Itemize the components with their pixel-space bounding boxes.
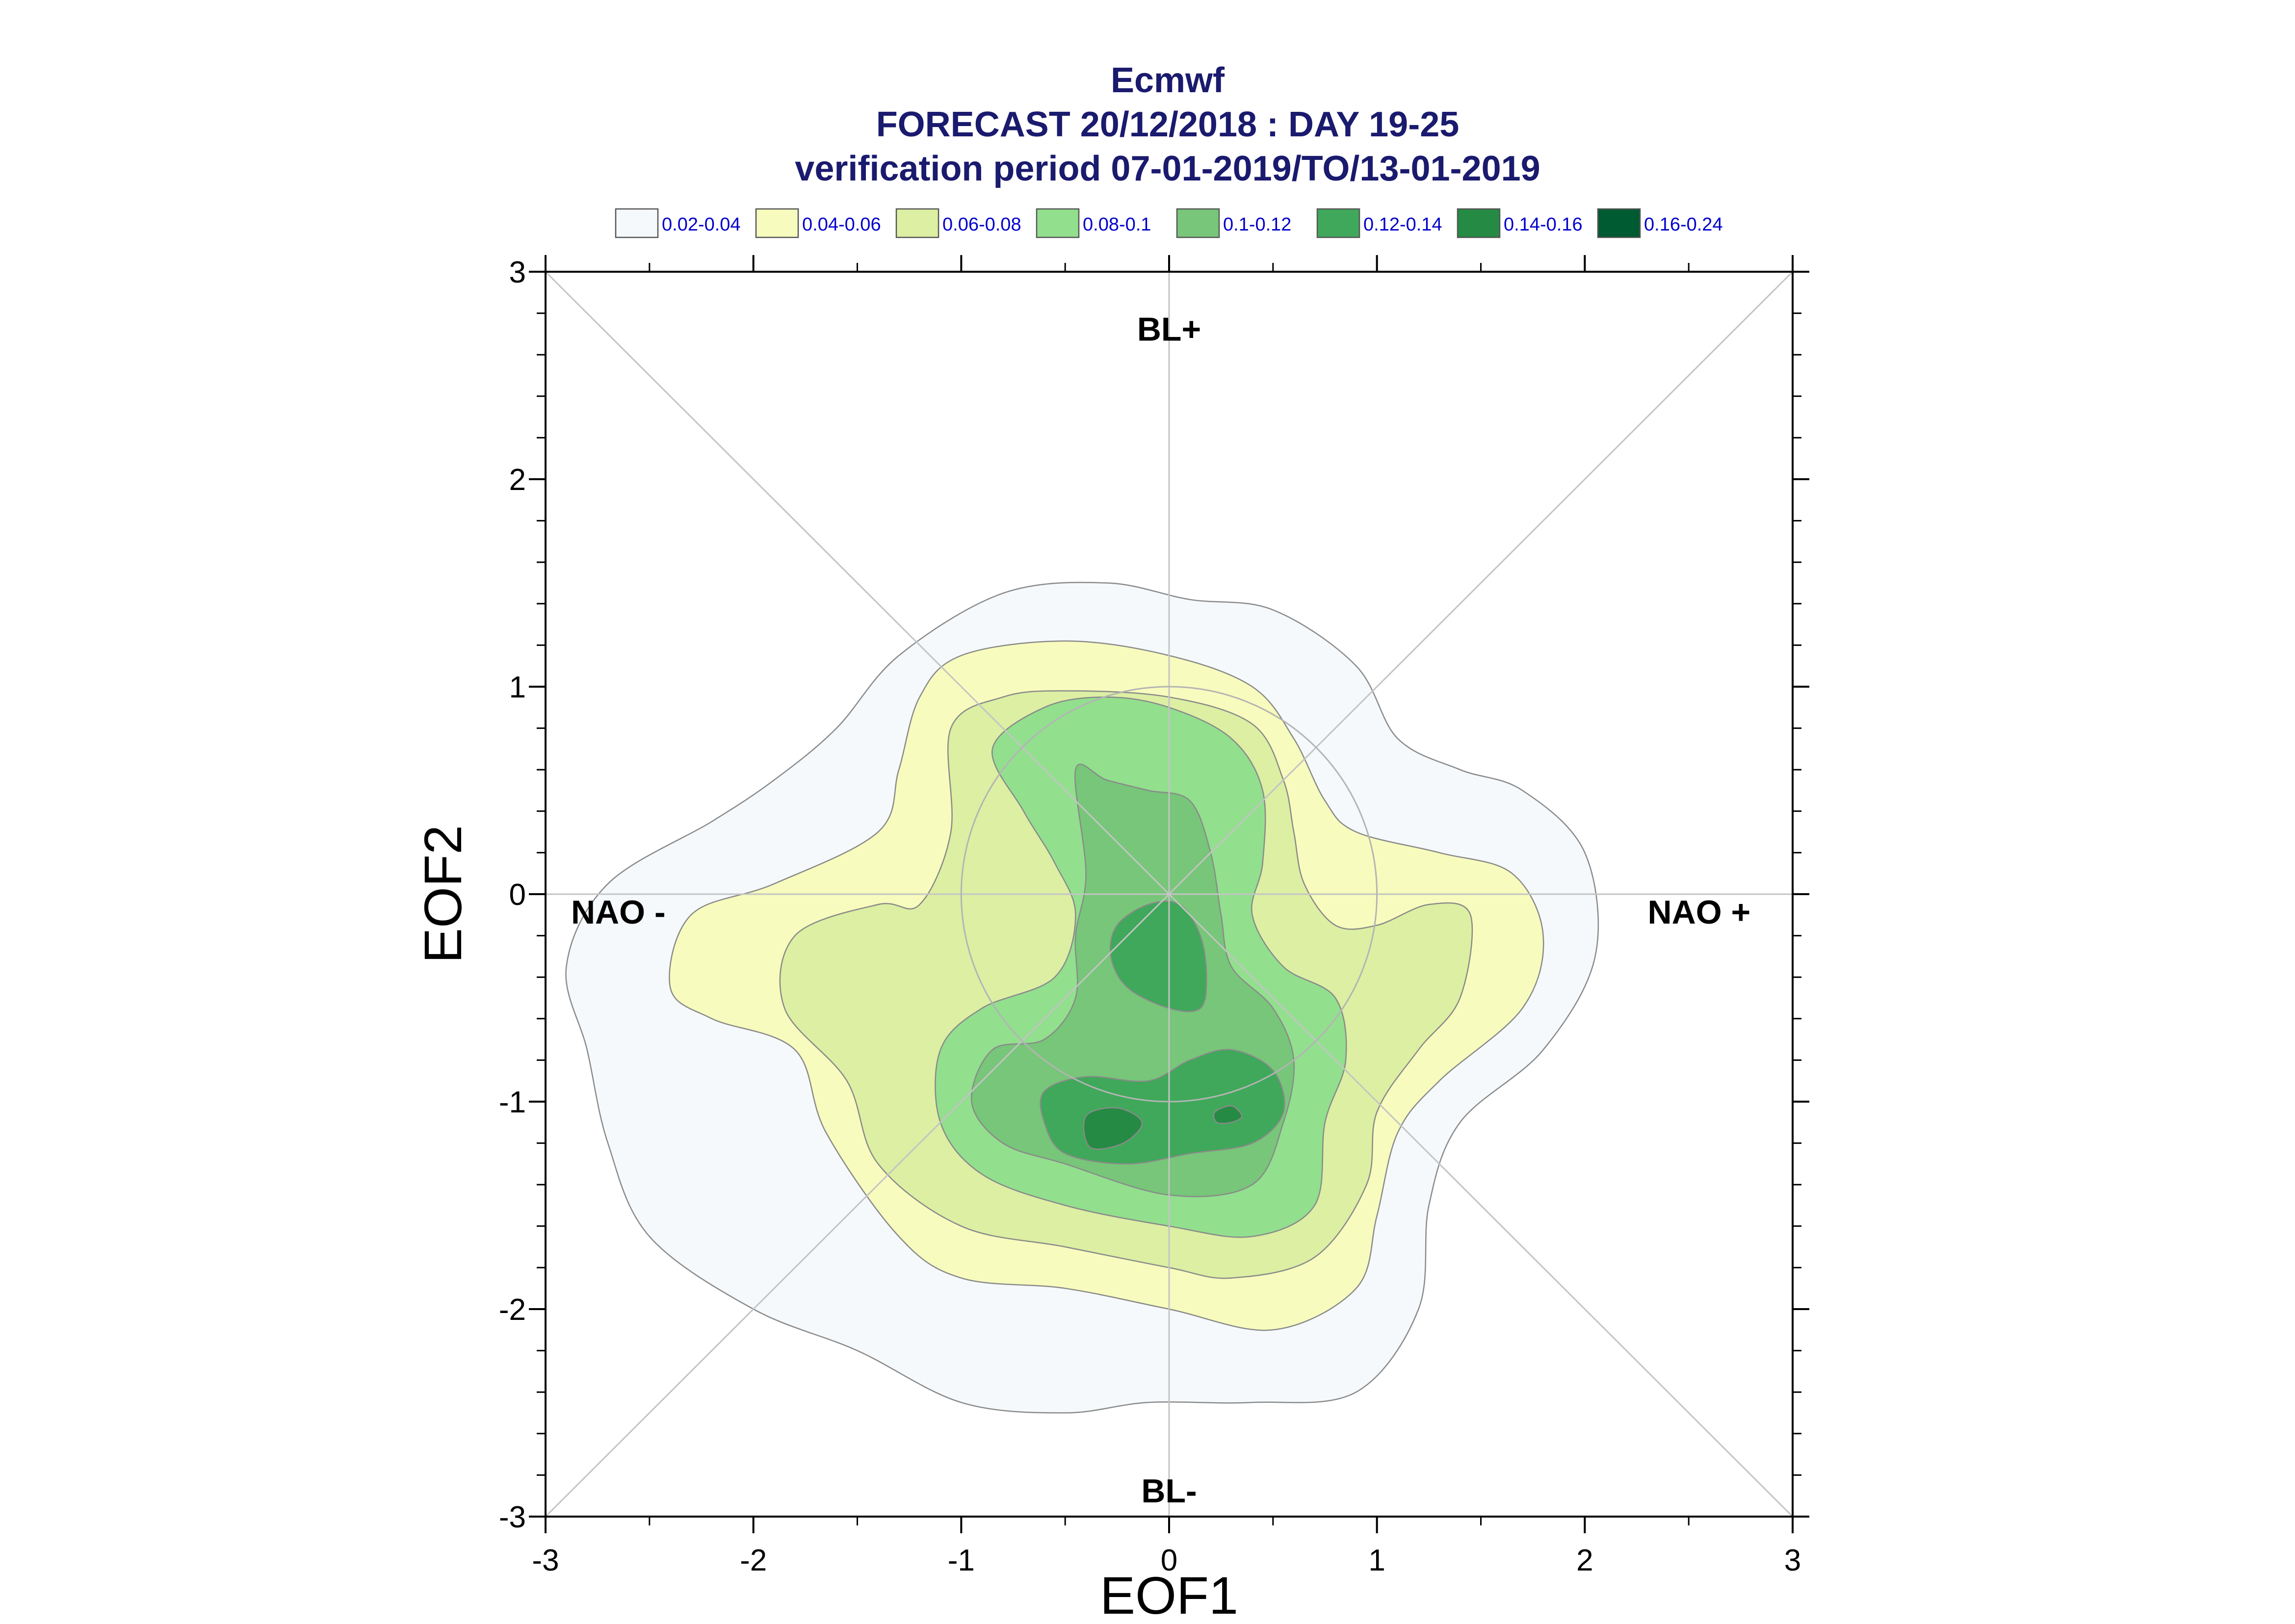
legend-swatch [1036,208,1080,238]
legend-swatch [1597,208,1641,238]
x-tick-label: 1 [1368,1544,1385,1577]
plot-area: BL+ BL- NAO - NAO + -3 -2 -1 0 1 2 3 -3 -2 -1 0 1 2 3 [499,255,1809,1577]
chart-title: Ecmwf [1111,61,1225,100]
x-tick-label: 2 [1576,1544,1593,1577]
regime-labels: BL+ BL- NAO - NAO + [571,310,1750,1510]
chart-subtitle: FORECAST 20/12/2018 : DAY 19-25 [876,105,1460,144]
y-axis-title: EOF2 [413,825,472,963]
y-tick-label: 1 [509,670,526,704]
contour-layer [565,582,1599,1414]
chart-subtitle-2: verification period 07-01-2019/TO/13-01-… [795,149,1540,188]
x-tick-label: -2 [740,1544,767,1577]
x-tick-label: 0 [1161,1544,1177,1577]
legend: 0.02-0.04 0.04-0.06 0.06-0.08 0.08-0.1 0.1-0… [615,208,1723,238]
legend-label: 0.12-0.14 [1363,214,1442,235]
chart-titles: Ecmwf FORECAST 20/12/2018 : DAY 19-25 ve… [795,61,1540,188]
legend-label: 0.16-0.24 [1644,214,1723,235]
y-tick-label: -1 [499,1085,526,1119]
x-tick-label: -3 [532,1544,559,1577]
legend-swatch [1457,208,1501,238]
regime-label-1: BL- [1141,1472,1197,1510]
y-tick-label: 3 [509,256,526,289]
legend-swatch [895,208,939,238]
x-tick-label: 3 [1784,1544,1801,1577]
regime-label-0: BL+ [1137,310,1201,348]
legend-label: 0.06-0.08 [942,214,1021,235]
y-tick-label: 2 [509,463,526,497]
axis-ticks: -3 -2 -1 0 1 2 3 -3 -2 -1 0 1 2 3 [499,255,1809,1577]
legend-label: 0.14-0.16 [1504,214,1583,235]
legend-label: 0.08-0.1 [1083,214,1151,235]
regime-label-2: NAO - [571,894,666,931]
legend-label: 0.1-0.12 [1223,214,1291,235]
y-tick-label: -3 [499,1500,526,1534]
y-tick-label: -2 [499,1293,526,1327]
legend-swatch [1316,208,1360,238]
legend-label: 0.02-0.04 [662,214,741,235]
reference-lines [545,271,1794,1518]
legend-label: 0.04-0.06 [802,214,881,235]
x-axis-title: EOF1 [1100,1566,1238,1624]
contour-0.14-0.16-8 [1213,1105,1243,1124]
x-tick-label: -1 [948,1544,975,1577]
reference-circle [960,686,1378,1103]
regime-label-3: NAO + [1647,894,1750,931]
legend-swatch [755,208,799,238]
contour-0.14-0.16-7 [1083,1107,1143,1150]
legend-swatch [1176,208,1220,238]
legend-swatch [615,208,659,238]
y-tick-label: 0 [509,878,526,912]
